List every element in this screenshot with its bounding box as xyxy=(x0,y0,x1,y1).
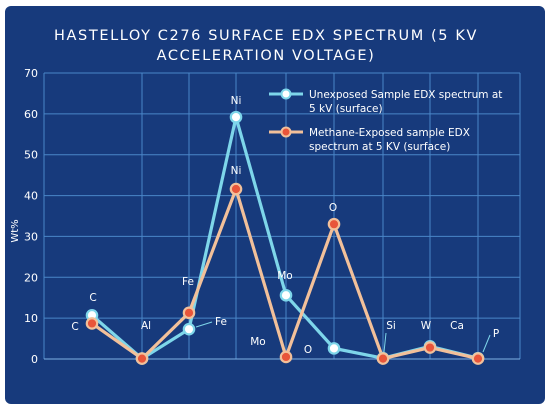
y-tick-label: 40 xyxy=(24,190,38,203)
series-2-point xyxy=(327,217,341,231)
grid-layer: 0 10 20 30 40 50 60 70 xyxy=(24,67,521,366)
chart-title-line-1: HASTELLOY C276 SURFACE EDX SPECTRUM (5 K… xyxy=(54,28,478,44)
y-tick-label: 10 xyxy=(24,312,38,325)
data-label-methane-p: P xyxy=(493,328,499,340)
data-label-methane-c: C xyxy=(71,321,78,333)
series-2-point xyxy=(85,317,99,330)
data-label-methane-w: W xyxy=(421,320,432,332)
data-label-unexposed-c: C xyxy=(89,292,96,304)
legend-swatch-marker-1 xyxy=(280,88,292,100)
data-label-methane-ni: Ni xyxy=(231,165,242,177)
series-2-point xyxy=(229,182,243,196)
series-1-point xyxy=(279,288,293,302)
data-label-methane-o: O xyxy=(329,202,337,214)
series-1-point xyxy=(327,342,341,355)
y-axis-label: Wt% xyxy=(10,219,21,242)
series-1-point xyxy=(229,110,243,124)
label-leader-line xyxy=(195,321,213,328)
legend-label-1-line-1: Unexposed Sample EDX spectrum at xyxy=(309,89,502,101)
y-tick-label: 30 xyxy=(24,230,38,243)
data-label-unexposed-ni: Ni xyxy=(231,95,242,107)
data-label-ca: Ca xyxy=(450,320,464,332)
data-label-layer: C Fe Ni Mo O C Al Fe Ni Mo O Si W Ca P xyxy=(71,95,499,356)
series-2-point xyxy=(182,306,196,320)
series-layer xyxy=(85,110,485,365)
data-label-methane-fe: Fe xyxy=(182,276,194,288)
label-leader-line xyxy=(383,332,387,353)
chart-title-line-2: ACCELERATION VOLTAGE) xyxy=(157,48,376,64)
data-label-unexposed-o: O xyxy=(304,344,312,356)
series-1-point xyxy=(182,322,196,336)
data-label-unexposed-mo: Mo xyxy=(277,270,292,282)
legend: Unexposed Sample EDX spectrum at 5 kV (su… xyxy=(269,88,502,153)
data-label-methane-si: Si xyxy=(386,320,396,332)
y-tick-label: 50 xyxy=(24,149,38,162)
y-tick-label: 70 xyxy=(24,67,38,80)
chart-panel xyxy=(5,6,545,404)
legend-label-1-line-2: 5 kV (surface) xyxy=(309,103,383,115)
series-2-point xyxy=(376,352,390,365)
label-leader-line xyxy=(482,334,491,353)
series-2-point xyxy=(423,341,437,354)
data-label-methane-mo: Mo xyxy=(250,336,265,348)
data-label-methane-al: Al xyxy=(141,320,151,332)
legend-label-2-line-1: Methane-Exposed sample EDX xyxy=(309,127,470,139)
series-2-point xyxy=(471,352,485,365)
legend-label-2-line-2: spectrum at 5 KV (surface) xyxy=(309,141,450,153)
legend-swatch-marker-2 xyxy=(280,126,292,138)
y-tick-label: 60 xyxy=(24,108,38,121)
series-2-point xyxy=(279,350,293,364)
data-label-unexposed-fe: Fe xyxy=(215,316,227,328)
y-tick-label: 20 xyxy=(24,271,38,284)
y-tick-label: 0 xyxy=(31,353,38,366)
series-2-point xyxy=(135,352,149,365)
